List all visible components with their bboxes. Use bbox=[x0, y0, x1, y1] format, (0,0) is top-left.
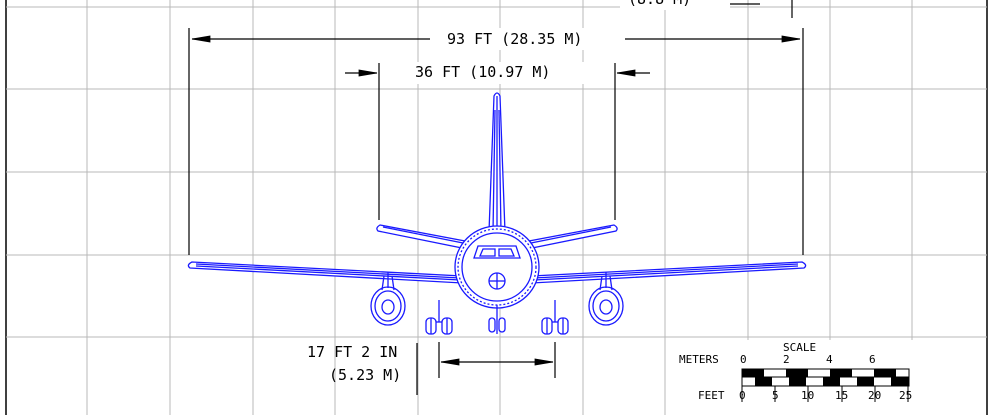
top-partial-label: (8.8 M) bbox=[628, 0, 691, 8]
scale-feet-label: FEET bbox=[698, 389, 725, 402]
scale-meters-label: METERS bbox=[679, 353, 719, 366]
scale-feet-tick-10: 10 bbox=[801, 389, 814, 402]
wingspan-label: 93 FT (28.35 M) bbox=[447, 30, 582, 48]
scale-meter-tick-4: 4 bbox=[826, 353, 833, 366]
scale-feet-tick-25: 25 bbox=[899, 389, 912, 402]
track-arrow-right bbox=[534, 358, 554, 366]
right-engine bbox=[588, 272, 624, 326]
scale-feet-tick-5: 5 bbox=[772, 389, 779, 402]
gear-track-dimension: 17 FT 2 IN (5.23 M) bbox=[307, 342, 556, 395]
tailspan-arrow-right bbox=[616, 69, 636, 77]
track-label-feet: 17 FT 2 IN bbox=[307, 343, 397, 361]
scale-title: SCALE bbox=[783, 341, 816, 354]
tailspan-label: 36 FT (10.97 M) bbox=[415, 63, 550, 81]
scale-feet-tick-0: 0 bbox=[739, 389, 746, 402]
scale-meter-tick-2: 2 bbox=[783, 353, 790, 366]
scale-bar: SCALE METERS 0 2 4 6 FEET 0 5 10 15 20 2… bbox=[668, 340, 918, 415]
scale-meter-tick-0: 0 bbox=[740, 353, 747, 366]
scale-meter-tick-6: 6 bbox=[869, 353, 876, 366]
top-partial-dimension: (8.8 M) bbox=[620, 0, 793, 18]
track-label-meters: (5.23 M) bbox=[329, 366, 401, 384]
aircraft-front-view bbox=[187, 92, 807, 335]
right-main-gear bbox=[541, 300, 569, 335]
scale-feet-tick-15: 15 bbox=[835, 389, 848, 402]
fuselage bbox=[454, 225, 540, 309]
track-arrow-left bbox=[440, 358, 460, 366]
nose-gear bbox=[488, 305, 506, 334]
wingspan-arrow-left bbox=[191, 35, 211, 43]
wingspan-arrow-right bbox=[781, 35, 801, 43]
tailspan-arrow-left bbox=[358, 69, 378, 77]
left-engine bbox=[370, 272, 406, 326]
left-main-gear bbox=[425, 300, 453, 335]
scale-feet-tick-20: 20 bbox=[868, 389, 881, 402]
wingspan-dimension: 93 FT (28.35 M) bbox=[188, 28, 804, 255]
cockpit-windows bbox=[473, 245, 521, 259]
tailspan-dimension: 36 FT (10.97 M) bbox=[345, 62, 650, 220]
